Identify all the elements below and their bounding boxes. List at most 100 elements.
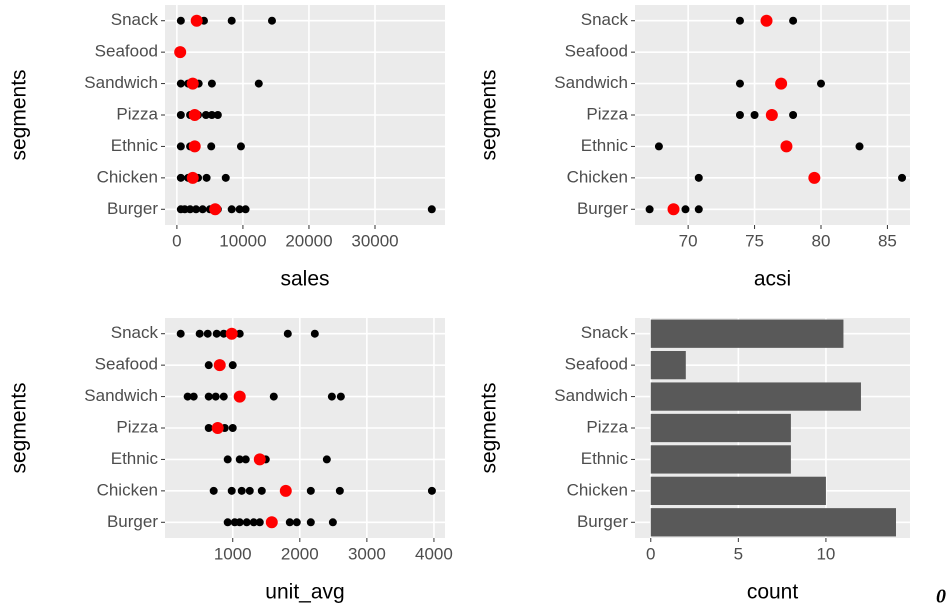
point bbox=[241, 455, 250, 464]
point bbox=[176, 16, 185, 25]
y-tick-label: Burger bbox=[107, 512, 158, 531]
point bbox=[212, 329, 221, 338]
point bbox=[227, 16, 236, 25]
point bbox=[310, 329, 319, 338]
y-tick-label: Ethnic bbox=[581, 449, 629, 468]
x-tick-label: 85 bbox=[878, 231, 897, 250]
point bbox=[227, 205, 236, 214]
y-tick-label: Sandwich bbox=[554, 73, 628, 92]
y-tick-label: Burger bbox=[577, 512, 628, 531]
point bbox=[269, 392, 278, 401]
point bbox=[694, 205, 703, 214]
mean-point bbox=[190, 14, 203, 27]
mean-point bbox=[265, 516, 278, 529]
y-tick-label: Snack bbox=[111, 10, 159, 29]
point bbox=[285, 518, 294, 527]
x-tick-label: 75 bbox=[745, 231, 764, 250]
point bbox=[427, 205, 436, 214]
y-tick-label: Ethnic bbox=[581, 136, 629, 155]
y-tick-label: Chicken bbox=[567, 480, 628, 499]
point bbox=[227, 486, 236, 495]
point bbox=[207, 142, 216, 151]
x-tick-label: 5 bbox=[734, 544, 743, 563]
point bbox=[176, 111, 185, 119]
point bbox=[789, 16, 798, 25]
point bbox=[789, 111, 798, 119]
mean-point bbox=[188, 140, 201, 153]
point bbox=[816, 79, 825, 88]
point bbox=[228, 424, 237, 432]
x-tick-label: 10000 bbox=[219, 231, 266, 250]
x-axis-label: unit_avg bbox=[265, 581, 344, 604]
x-tick-label: 0 bbox=[646, 544, 655, 563]
point bbox=[898, 173, 907, 182]
y-tick-label: Seafood bbox=[565, 42, 628, 61]
point bbox=[183, 392, 192, 401]
y-tick-label: Sandwich bbox=[84, 386, 158, 405]
point bbox=[207, 79, 216, 88]
point bbox=[201, 111, 210, 119]
mean-point bbox=[186, 171, 199, 184]
point bbox=[335, 486, 344, 495]
x-tick-label: 80 bbox=[812, 231, 831, 250]
x-tick-label: 0 bbox=[172, 231, 181, 250]
point bbox=[207, 111, 216, 119]
bar bbox=[650, 319, 844, 348]
point bbox=[735, 16, 744, 25]
point bbox=[219, 392, 228, 401]
bar bbox=[650, 445, 791, 474]
point bbox=[306, 518, 315, 527]
point bbox=[750, 111, 759, 119]
x-tick-label: 1000 bbox=[214, 544, 252, 563]
y-tick-label: Sandwich bbox=[84, 73, 158, 92]
x-axis-label: acsi bbox=[754, 268, 791, 291]
mean-point bbox=[209, 203, 222, 216]
y-tick-label: Snack bbox=[581, 10, 629, 29]
y-axis-label: segments bbox=[478, 69, 501, 160]
point bbox=[235, 205, 244, 214]
mean-point bbox=[760, 14, 773, 27]
point bbox=[322, 455, 331, 464]
mean-point bbox=[213, 359, 226, 372]
x-tick-label: 3000 bbox=[348, 544, 386, 563]
point bbox=[328, 518, 337, 527]
point bbox=[306, 486, 315, 495]
point bbox=[245, 486, 254, 495]
x-tick-label: 2000 bbox=[281, 544, 319, 563]
point bbox=[176, 79, 185, 88]
point bbox=[176, 173, 185, 182]
y-tick-label: Seafood bbox=[95, 355, 158, 374]
point bbox=[223, 518, 232, 527]
footnote: 0 bbox=[936, 586, 946, 608]
point bbox=[236, 142, 245, 151]
point bbox=[189, 392, 198, 401]
point bbox=[242, 518, 251, 527]
point bbox=[186, 205, 195, 214]
point bbox=[235, 518, 244, 527]
point bbox=[855, 142, 864, 151]
point bbox=[192, 205, 201, 214]
y-tick-label: Snack bbox=[581, 323, 629, 342]
x-axis-label: count bbox=[747, 581, 799, 604]
y-tick-label: Pizza bbox=[586, 417, 628, 436]
mean-point bbox=[279, 484, 292, 497]
panel: 0 5 10 Burger Chicken Ethnic Pizza Sandwich Seaf… bbox=[478, 318, 910, 604]
point bbox=[249, 518, 258, 527]
point bbox=[267, 16, 276, 25]
mean-point bbox=[667, 203, 680, 216]
y-tick-label: Sandwich bbox=[554, 386, 628, 405]
panel: 70 75 80 85 Burger Chicken Ethnic Pizza Sandwich… bbox=[478, 5, 910, 291]
panel: 1000 2000 3000 4000 Burger Chicken Ethnic Pizza… bbox=[8, 318, 453, 604]
point bbox=[176, 142, 185, 151]
point bbox=[694, 173, 703, 182]
point bbox=[204, 424, 213, 432]
y-tick-label: Seafood bbox=[95, 42, 158, 61]
mean-point bbox=[174, 46, 187, 59]
point bbox=[228, 361, 237, 370]
y-tick-label: Chicken bbox=[97, 167, 158, 186]
y-tick-label: Ethnic bbox=[111, 136, 159, 155]
point bbox=[198, 205, 207, 214]
x-tick-label: 70 bbox=[679, 231, 698, 250]
point bbox=[327, 392, 336, 401]
y-tick-label: Burger bbox=[577, 199, 628, 218]
